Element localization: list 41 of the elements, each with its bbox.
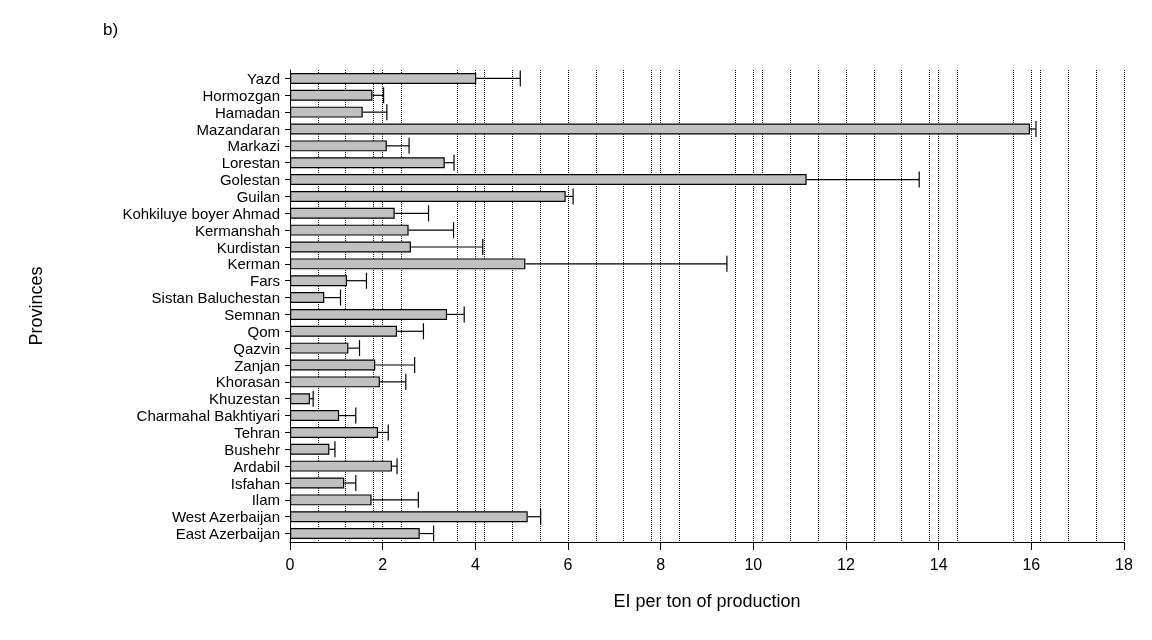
y-tick-label: Fars xyxy=(250,272,280,290)
y-tick-label: Qom xyxy=(247,322,280,340)
y-tick-label: Qazvin xyxy=(233,339,280,357)
y-tick-label: Kurdistan xyxy=(216,238,280,256)
y-tick-label: Markazi xyxy=(227,137,280,155)
y-tick-label: Kohkiluye boyer Ahmad xyxy=(122,204,280,222)
y-tick-label: Yazd xyxy=(246,69,280,87)
y-tick-label: East Azerbaijan xyxy=(175,525,280,543)
x-tick-label: 6 xyxy=(563,555,573,573)
y-tick-label: Tehran xyxy=(234,423,280,441)
y-tick-label: Semnan xyxy=(224,305,280,323)
x-tick-label: 0 xyxy=(285,555,295,573)
y-tick-label: Ilam xyxy=(251,491,280,509)
y-tick-label: Hormozgan xyxy=(202,86,280,104)
x-tick-label: 8 xyxy=(656,555,666,573)
x-tick-label: 16 xyxy=(1022,555,1041,573)
y-tick-label: Bushehr xyxy=(224,440,280,458)
y-tick-label: Golestan xyxy=(219,171,280,189)
y-tick-label: Hamadan xyxy=(214,103,280,121)
y-tick-label: Charmahal Bakhtiyari xyxy=(136,407,280,425)
text: b) xyxy=(103,20,119,39)
y-tick-label: Ardabil xyxy=(233,457,280,475)
y-tick-label: Isfahan xyxy=(230,474,280,492)
x-tick-label: 18 xyxy=(1115,555,1133,573)
x-axis-title: EI per ton of production xyxy=(613,591,801,611)
y-tick-label: Kerman xyxy=(227,255,280,273)
y-tick-label: Kermanshah xyxy=(194,221,280,239)
x-tick-label: 4 xyxy=(470,555,480,573)
x-tick-label: 2 xyxy=(378,555,388,573)
x-tick-label: 14 xyxy=(929,555,948,573)
y-tick-label: Lorestan xyxy=(221,154,280,172)
y-tick-label: Guilan xyxy=(236,187,280,205)
y-tick-label: Sistan Baluchestan xyxy=(151,289,280,307)
y-tick-label: Khuzestan xyxy=(209,390,280,408)
x-tick-label: 10 xyxy=(744,555,763,573)
y-tick-label: Khorasan xyxy=(215,373,280,391)
y-tick-label: Mazandaran xyxy=(196,120,280,138)
y-tick-label: West Azerbaijan xyxy=(171,508,280,526)
y-tick-label: Zanjan xyxy=(234,356,280,374)
x-tick-label: 12 xyxy=(837,555,855,573)
y-axis-title: Provinces xyxy=(26,266,46,346)
